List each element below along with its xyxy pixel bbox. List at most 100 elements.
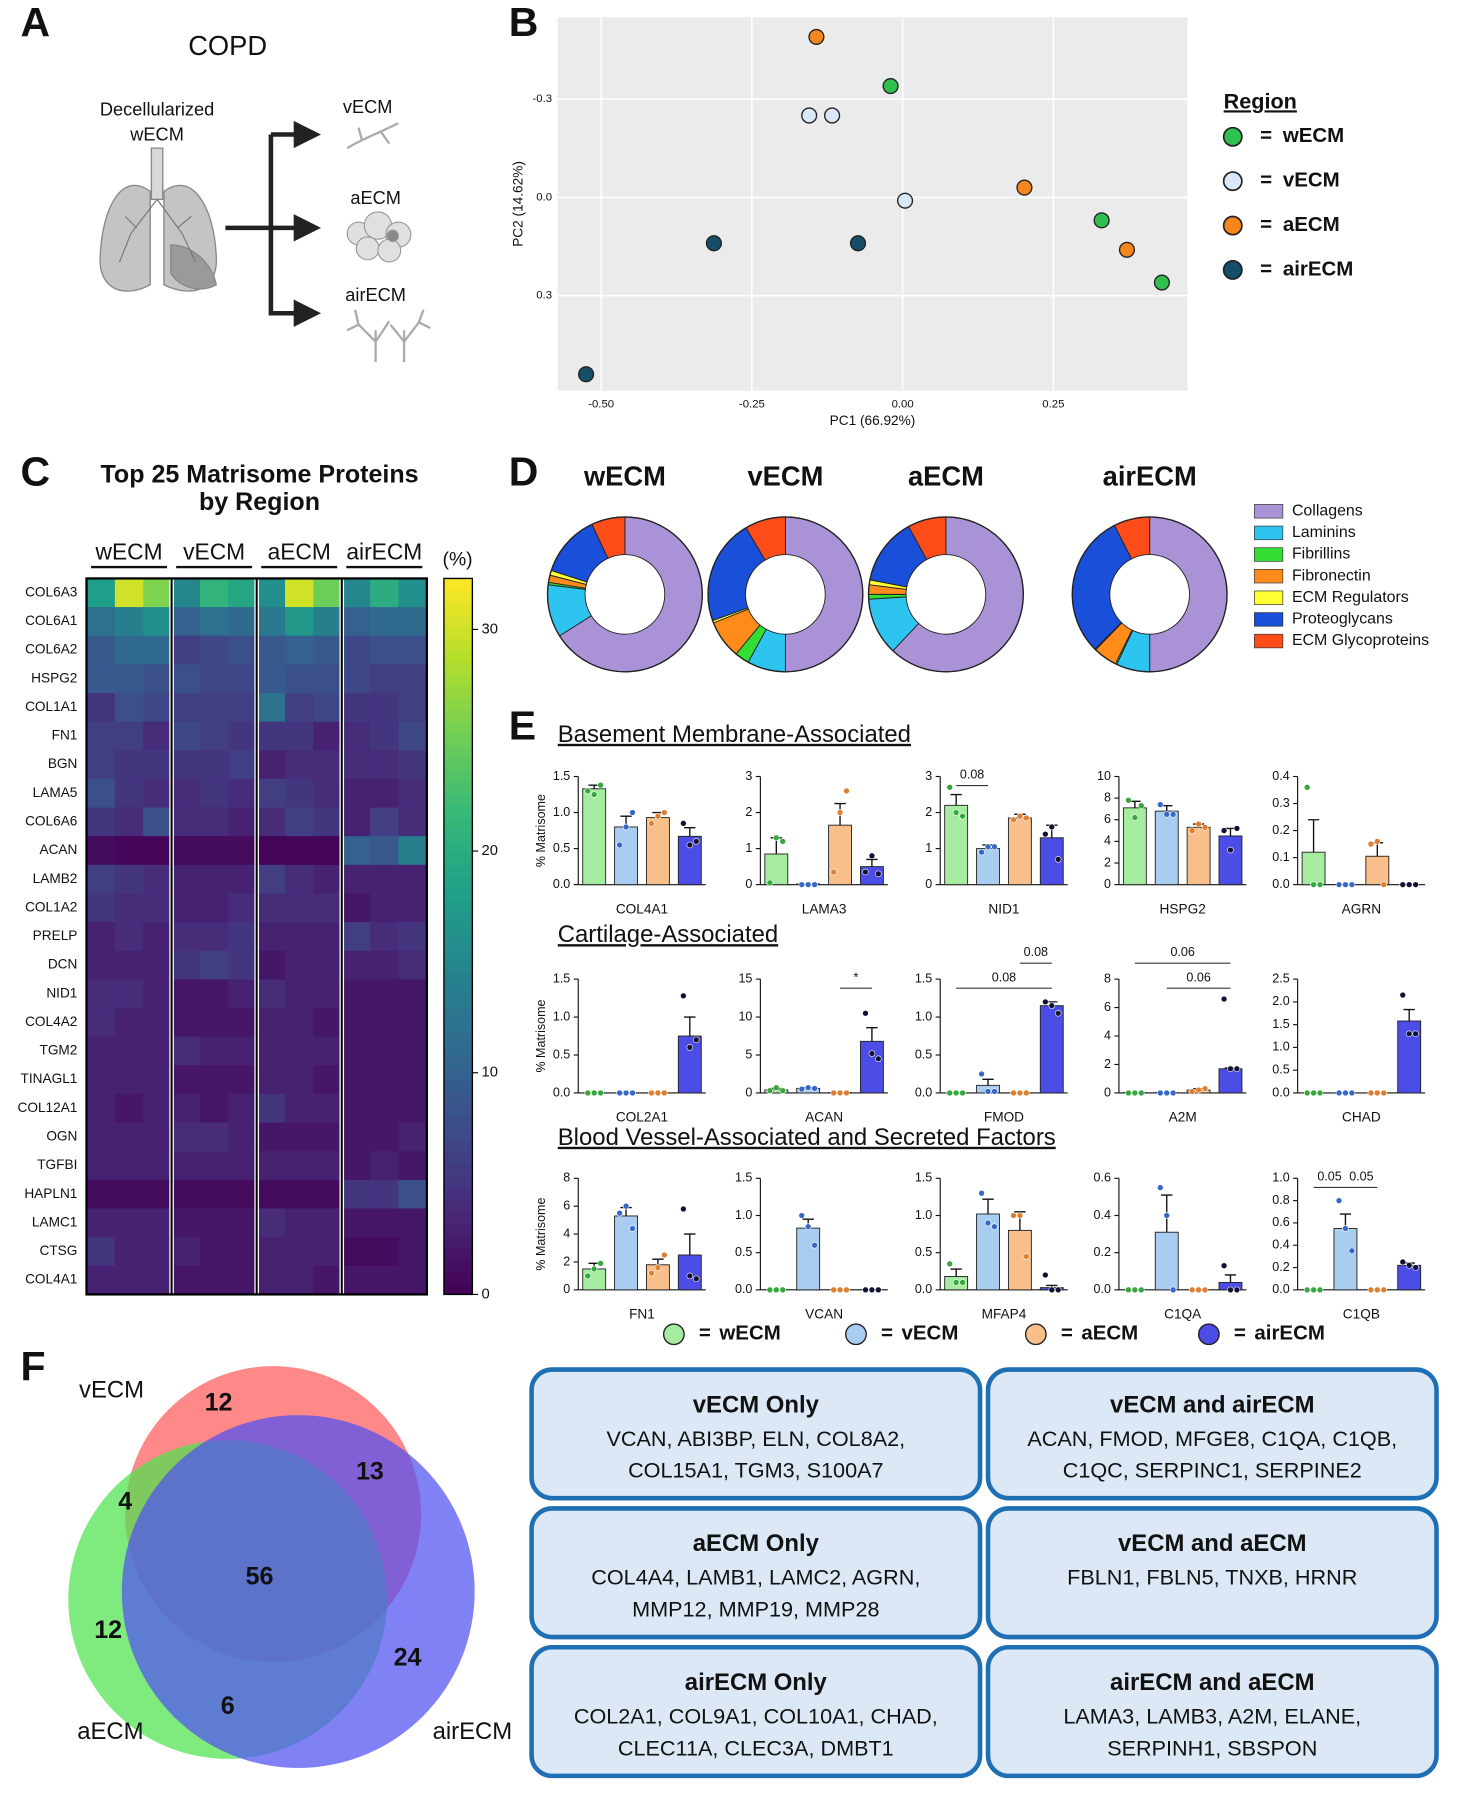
error-bar (982, 1198, 994, 1215)
heatmap-cell (114, 1065, 144, 1095)
heatmap-cell (114, 1237, 144, 1267)
bar (677, 1035, 702, 1094)
bar (1365, 855, 1390, 886)
gene-box-line: FBLN1, FBLN5, TNXB, HRNR (1067, 1565, 1357, 1590)
heatmap-cell (370, 721, 399, 751)
heatmap-cell (398, 1208, 428, 1238)
data-point (836, 1286, 844, 1294)
plot-background (557, 17, 1188, 391)
data-point (1399, 991, 1407, 999)
legend-label: wECM (718, 1322, 780, 1345)
heatmap-cell (398, 664, 428, 694)
legend-label: wECM (1282, 124, 1344, 147)
heatmap-cell (370, 578, 399, 608)
y-tick-label: 1.0 (915, 1208, 932, 1222)
heatmap-cell (199, 1208, 229, 1238)
data-point (1048, 1286, 1056, 1294)
heatmap-cell (313, 778, 343, 809)
legend-label: airECM (1283, 257, 1354, 280)
heatmap-cell (341, 1265, 371, 1295)
row-label: HSPG2 (31, 670, 77, 685)
y-tick-label: 0.0 (915, 1282, 932, 1296)
heatmap-cell (256, 922, 286, 952)
data-point (868, 1286, 876, 1294)
data-point (804, 881, 812, 888)
heatmap-cell (86, 692, 116, 723)
category-label: COL4A1 (616, 901, 668, 916)
y-tick-label: 0.1 (1272, 850, 1289, 864)
heatmap-cell (341, 1008, 371, 1038)
bar (1333, 1228, 1358, 1291)
y-tick-label: 2.0 (1272, 994, 1289, 1008)
target-label: aECM (350, 188, 401, 208)
heatmap-cell (313, 950, 343, 980)
gene-box (985, 1506, 1439, 1640)
data-point (661, 809, 668, 816)
heatmap-cell (171, 893, 201, 923)
heatmap-cell (171, 807, 201, 837)
data-point (1342, 1225, 1349, 1232)
data-point (680, 992, 687, 1000)
data-point (1233, 825, 1241, 832)
heatmap-cell (86, 750, 116, 780)
heatmap-cell (143, 836, 173, 866)
colorbar-segment (443, 805, 473, 818)
data-point (1048, 823, 1056, 831)
heatmap-cell (285, 1237, 314, 1267)
heatmap-cell (228, 1122, 258, 1152)
colorbar-segment (443, 638, 473, 651)
data-point (978, 1070, 985, 1078)
heatmap-cell (228, 750, 258, 780)
heatmap-cell (398, 1008, 428, 1038)
y-tick-label: 1.5 (553, 769, 570, 783)
data-point (843, 1286, 850, 1294)
y-tick-label: 0.5 (915, 1245, 932, 1259)
heatmap-cell (341, 721, 371, 751)
region-count: 56 (246, 1562, 274, 1590)
heatmap-cell (114, 864, 144, 894)
row-label: LAMB2 (33, 871, 78, 886)
data-point (1367, 840, 1375, 848)
heatmap-cell (171, 1036, 201, 1066)
data-point (798, 1085, 805, 1093)
panel-a-title: COPD (188, 30, 267, 61)
colorbar-segment (443, 1008, 473, 1021)
heatmap-cell (256, 836, 286, 866)
data-point (946, 784, 953, 791)
data-point (1169, 811, 1177, 818)
heatmap-cell (341, 864, 371, 894)
data-point (1220, 1262, 1228, 1269)
legend-swatch (1254, 612, 1284, 627)
data-point (597, 781, 604, 789)
data-point (1131, 814, 1139, 821)
data-point (843, 1089, 850, 1097)
heatmap-cell (256, 1237, 286, 1267)
colorbar-segment (443, 1079, 473, 1093)
heatmap-cell (313, 1122, 343, 1152)
data-point (798, 881, 805, 888)
heatmap-cell (285, 864, 314, 894)
heatmap-cell (341, 893, 371, 923)
y-tick-label: 1 (925, 841, 932, 855)
heatmap-cell (86, 635, 116, 665)
data-point (1303, 784, 1311, 791)
row-label: TINAGL1 (21, 1071, 78, 1086)
heatmap-cell (171, 1008, 201, 1038)
y-tick-label: 3 (925, 769, 932, 783)
heatmap-cell (370, 1265, 399, 1295)
y-tick-label: 0.5 (553, 1047, 570, 1061)
data-point (1138, 1089, 1145, 1097)
colorbar-segment (443, 817, 473, 830)
data-point (1023, 814, 1030, 822)
row-label: NID1 (46, 985, 77, 1000)
heatmap-cell (199, 692, 229, 723)
gene-box (985, 1645, 1439, 1779)
data-point (1042, 1271, 1049, 1279)
data-point (804, 1084, 812, 1091)
heatmap-cell (398, 1179, 428, 1209)
venn-set (121, 1415, 475, 1768)
section-title: Basement Membrane-Associated (558, 721, 911, 748)
heatmap-cell (86, 1208, 116, 1238)
heatmap-cell (341, 979, 371, 1009)
heatmap-cell (256, 893, 286, 923)
